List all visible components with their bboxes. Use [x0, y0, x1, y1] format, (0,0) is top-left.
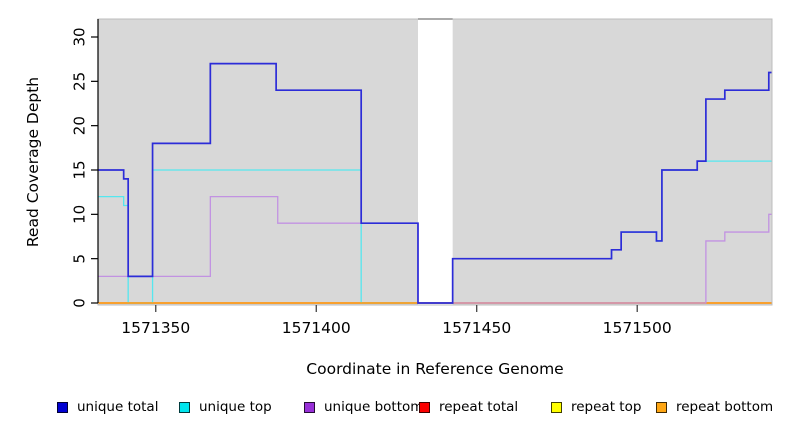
repeat-region-band	[417, 19, 453, 305]
y-tick-label: 15	[71, 160, 89, 179]
x-axis-title: Coordinate in Reference Genome	[306, 360, 564, 378]
legend-item-unique-top: unique top	[179, 399, 272, 415]
legend-item-unique-total: unique total	[57, 399, 158, 415]
series-unique-bottom	[98, 195, 772, 304]
legend-label: unique total	[77, 399, 159, 415]
legend-label: unique bottom	[324, 399, 424, 415]
legend-label: repeat bottom	[676, 399, 774, 415]
x-tick-label: 1571350	[121, 319, 190, 337]
unique-bottom-swatch-icon	[304, 401, 315, 413]
x-tick-label: 1571400	[282, 319, 351, 337]
y-axis-title: Read Coverage Depth	[24, 76, 42, 248]
y-tick-label: 20	[71, 116, 89, 135]
series-unique-total	[98, 62, 772, 304]
legend: unique total unique top unique bottom re…	[0, 399, 792, 421]
legend-item-repeat-total: repeat total	[419, 399, 518, 415]
repeat-top-swatch-icon	[551, 401, 562, 413]
x-tick-label: 1571450	[442, 319, 511, 337]
legend-item-unique-bottom: unique bottom	[304, 399, 423, 415]
legend-item-repeat-top: repeat top	[551, 399, 641, 415]
legend-item-repeat-bottom: repeat bottom	[656, 399, 773, 415]
repeat-total-swatch-icon	[419, 401, 430, 413]
y-tick-label: 25	[71, 72, 89, 91]
y-tick-label: 5	[71, 254, 89, 264]
legend-label: unique top	[199, 399, 272, 415]
plot-panel: 0 5 10 15 20 25 30 1571350 1571400 1571450 1571500	[71, 18, 773, 337]
unique-top-swatch-icon	[179, 401, 190, 413]
legend-label: repeat total	[439, 399, 519, 415]
x-tick-label: 1571500	[603, 319, 672, 337]
y-tick-label: 30	[71, 27, 89, 46]
y-tick-label: 10	[71, 205, 89, 224]
repeat-bottom-swatch-icon	[656, 401, 667, 413]
unique-total-swatch-icon	[57, 401, 68, 413]
y-tick-label: 0	[71, 298, 89, 308]
legend-label: repeat top	[571, 399, 642, 415]
